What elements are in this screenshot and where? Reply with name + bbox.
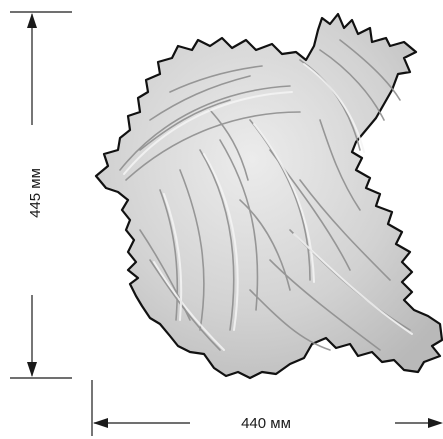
height-dimension bbox=[10, 11, 72, 379]
height-arrow-up bbox=[27, 13, 37, 28]
acanthus-leaf-ornament-icon bbox=[94, 12, 443, 380]
width-label: 440 мм bbox=[241, 415, 291, 432]
ornament-highlights bbox=[123, 63, 413, 351]
height-arrow-down bbox=[27, 362, 37, 377]
height-label: 445 мм bbox=[27, 168, 44, 218]
width-dimension bbox=[91, 380, 443, 436]
ornament-outline bbox=[94, 12, 443, 380]
width-arrow-left bbox=[93, 418, 108, 428]
width-arrow-right bbox=[428, 418, 443, 428]
